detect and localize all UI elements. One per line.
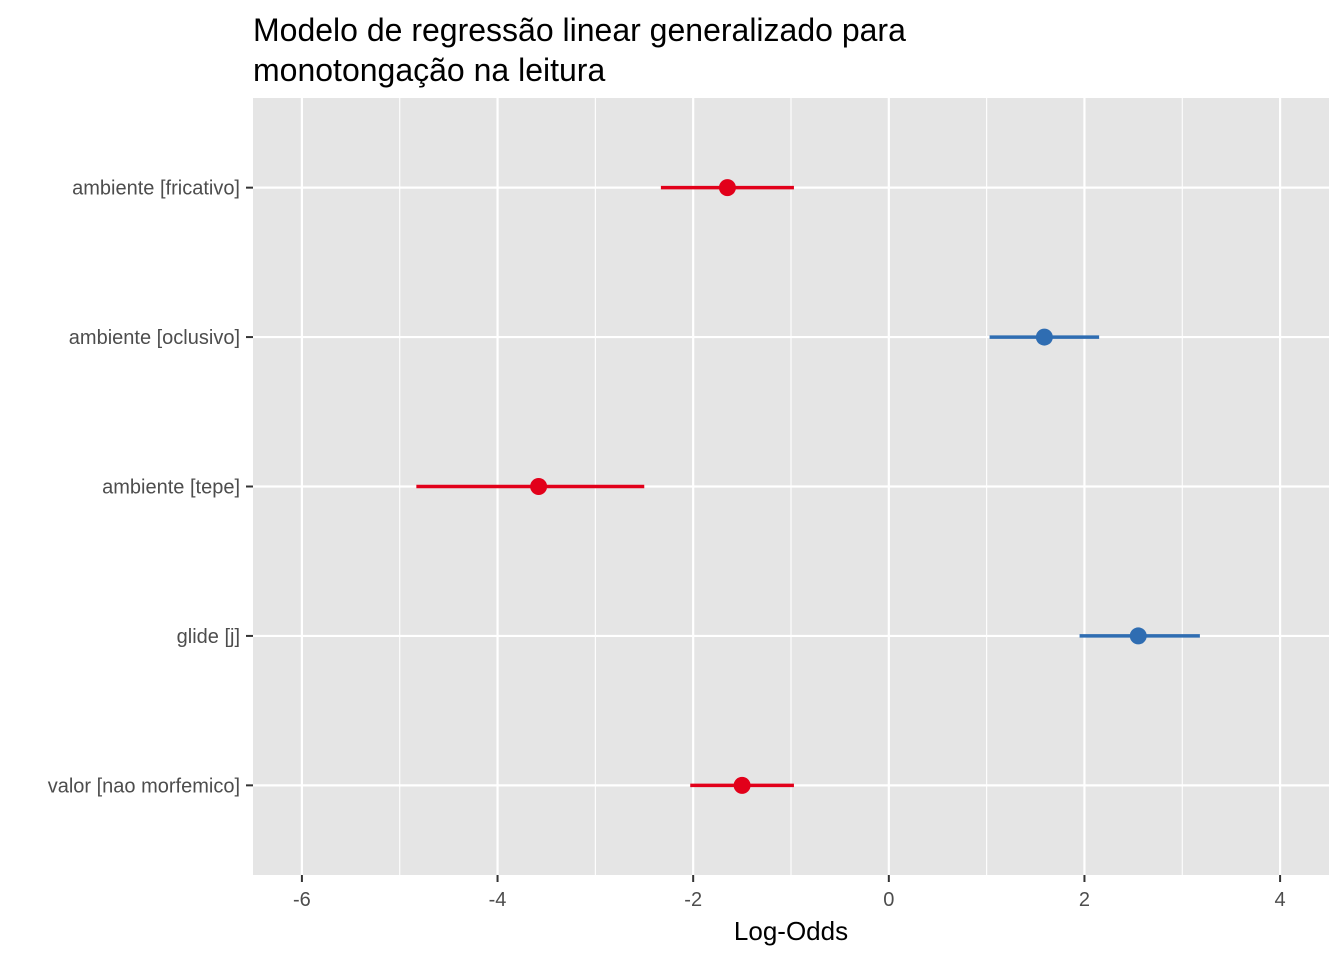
estimate-point — [733, 776, 751, 794]
chart-title-line-1: Modelo de regressão linear generalizado … — [253, 12, 906, 48]
y-tick-label: ambiente [tepe] — [102, 477, 240, 499]
x-tick-label: -2 — [684, 889, 702, 911]
x-tick-label: 2 — [1079, 889, 1090, 911]
x-tick-label: 0 — [883, 889, 894, 911]
chart-title-line-2: monotongação na leitura — [253, 52, 606, 88]
x-axis: -6 -4 -2 0 2 4 — [293, 875, 1286, 911]
y-axis: ambiente [fricativo] ambiente [oclusivo] a… — [48, 178, 253, 797]
estimate-point — [530, 478, 548, 495]
y-tick-label: ambiente [oclusivo] — [69, 327, 240, 349]
estimate-point — [1035, 328, 1053, 346]
x-tick-label: 4 — [1275, 889, 1286, 911]
estimate-point — [718, 179, 736, 197]
y-tick-label: ambiente [fricativo] — [72, 178, 240, 200]
x-tick-label: -4 — [489, 889, 507, 911]
y-tick-label: valor [nao morfemico] — [48, 775, 240, 797]
chart-title: Modelo de regressão linear generalizado … — [253, 10, 906, 90]
y-tick-label: glide [j] — [177, 626, 240, 648]
x-tick-label: -6 — [293, 889, 311, 911]
x-axis-title: Log-Odds — [734, 916, 848, 946]
estimate-point — [1129, 627, 1147, 645]
estimate-marks — [416, 179, 1200, 794]
